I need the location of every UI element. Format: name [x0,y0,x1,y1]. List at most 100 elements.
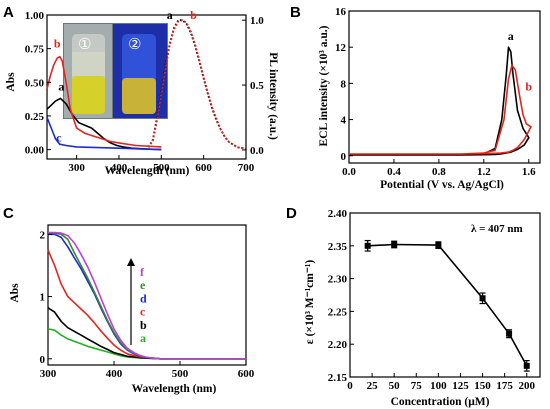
panel-d-annotation: λ = 407 nm [471,223,523,235]
panel-b-frame [348,10,541,164]
panel-d-ylabel: ε (×10³ M⁻¹cm⁻¹) [304,260,316,345]
panel-c-legend-c: c [140,305,146,319]
panel-a-ytick-label: 0.00 [25,145,45,157]
panel-a-curve-label-a: a [167,8,173,22]
panel-c-arrow-head [127,258,135,266]
panel-a-curve-label-a: a [58,79,64,93]
panel-d-ytick-label: 2.15 [328,372,348,384]
panel-a-curve-labels: a b c a b [54,8,197,145]
panel-c-curves [47,224,247,366]
panel-c-letter: C [3,205,14,222]
panel-d-point [479,295,486,302]
panel-a: A ① ② 300 400 500 600 700 0.00 0.25 0.50 0.75 1.0… [3,4,279,177]
panel-a-ytick-label: 0.75 [25,44,45,56]
panel-a-ytick-label: 0.25 [25,111,45,123]
panel-d-ytick-label: 2.30 [328,274,348,286]
panel-a-xtick-label: 300 [68,162,85,174]
panel-b-series-b [349,64,532,155]
panel-a-ytick-label: 0.50 [25,77,45,89]
panel-c-xtick-label: 600 [238,368,255,380]
panel-a-curve-label-b: b [54,36,61,50]
panel-d-ytick-label: 2.20 [328,339,348,351]
panel-a-curve-label-b: b [190,8,197,22]
panel-b-xtick-label: 1.6 [522,166,536,178]
panel-a-curves [46,19,247,151]
panel-b-ytick-label: 8 [341,78,347,90]
panel-c-xlabel: Wavelength (nm) [132,383,217,395]
panel-b-curve-labels: ab [508,29,533,94]
panel-b-curves [348,10,541,164]
panel-d-curves [349,212,541,378]
panel-c-frame [47,224,247,366]
panel-d-ytick-label: 2.40 [328,208,348,220]
panel-d-point [523,362,530,369]
panel-a-ticks: 300 400 500 600 700 0.00 0.25 0.50 0.75 1.00 0.0 0.… [25,10,265,174]
panel-a-ylabel: Abs [5,72,17,92]
panel-d: D 0 25 50 75 100 125 150 175 200 2.15 2.20 2.25 2.30… [286,205,541,408]
panel-a-right-ytick-label: 0.5 [250,80,264,92]
panel-b-ylabel: ECL intensity (×10³ a.u.) [318,25,330,146]
panel-b-curve-label-b: b [525,80,532,94]
panel-b-curve-label-a: a [508,29,514,43]
panel-d-ticks: 0 25 50 75 100 125 150 175 200 2.15 2.20 2.25 2.30 2.… [328,208,536,392]
panel-b-ytick-label: 4 [341,115,347,127]
panel-b-letter: B [290,4,301,21]
panel-d-xtick-label: 200 [518,380,535,392]
panel-c-ytick-label: 1 [40,292,46,304]
panel-b-ytick-label: 16 [335,6,347,18]
panel-d-line [367,243,528,367]
panel-b-xtick-label: 0.8 [432,166,446,178]
panel-a-curve-label-c: c [56,131,62,145]
panel-d-frame [349,212,541,378]
vial-1-liquid [72,76,105,114]
panel-c-ytick-label: 0 [40,354,46,366]
panel-c-ticks: 300 400 500 600 0 1 2 [40,229,255,380]
panel-a-xtick-label: 600 [195,162,212,174]
panel-d-point [435,242,442,249]
panel-b-ticks: 0.0 0.4 0.8 1.2 1.6 0 4 8 12 16 [335,6,536,178]
panel-d-point [391,241,398,248]
panel-b-xtick-label: 1.2 [477,166,491,178]
panel-a-right-ytick-label: 0.0 [250,145,264,157]
panel-d-xtick-label: 125 [452,380,469,392]
panel-a-series-c-abs [46,117,162,151]
panel-b-ytick-label: 0 [341,151,347,163]
panel-a-series-a-abs [46,97,162,151]
panel-c-legend-f: f [140,265,145,279]
panel-d-xtick-label: 75 [411,380,423,392]
panel-c-legend-e: e [140,278,146,292]
panel-a-letter: A [3,4,14,21]
panel-d-ytick-label: 2.35 [328,241,348,253]
panel-b-xtick-label: 0.0 [342,166,356,178]
panel-d-xtick-label: 100 [430,380,447,392]
panel-d-xtick-label: 0 [347,380,353,392]
panel-b-series-a [349,46,530,156]
vial-1-label: ① [78,35,91,53]
panel-b-xtick-label: 0.4 [387,166,401,178]
panel-d-xtick-label: 25 [367,380,379,392]
panel-c-xtick-label: 300 [40,368,57,380]
vial-2-liquid [122,78,156,114]
panel-d-letter: D [286,205,297,222]
panel-a-inset-photo: ① ② [63,23,168,119]
panel-c-xtick-label: 400 [106,368,123,380]
panel-a-ytick-label: 1.00 [25,10,45,22]
panel-a-xtick-label: 500 [153,162,170,174]
panel-a-series-b-abs [46,55,162,148]
panel-d-xlabel: Concentration (μM) [391,396,490,408]
panel-b-ytick-label: 12 [335,42,347,54]
panel-d-point [506,330,513,337]
panel-c-ytick-label: 2 [40,229,46,241]
panel-d-ytick-label: 2.25 [328,306,348,318]
panel-d-xtick-label: 50 [389,380,401,392]
panel-a-series-b-pl [147,19,247,150]
panel-c-legend-d: d [140,291,147,305]
vial-1-glass [72,52,105,76]
panel-c-xtick-label: 500 [172,368,189,380]
vial-2-label: ② [128,35,141,53]
panel-b-xlabel: Potential (V vs. Ag/AgCl) [380,179,504,191]
